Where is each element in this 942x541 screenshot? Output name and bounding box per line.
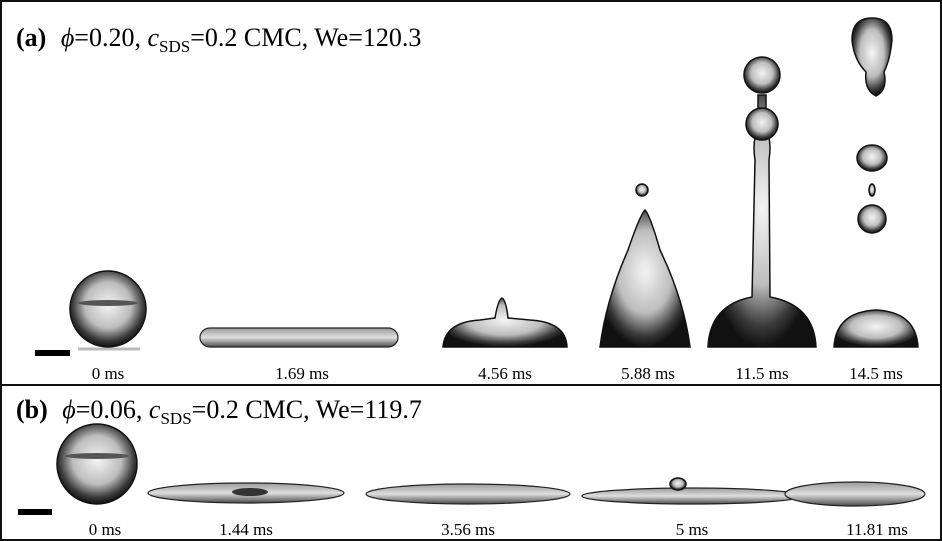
phi-value: =0.06, — [76, 395, 149, 424]
c-symbol: c — [147, 23, 159, 52]
time-label: 4.56 ms — [478, 364, 532, 383]
figure: (a) ϕ=0.20, cSDS=0.2 CMC, We=120.3 0 ms … — [0, 0, 942, 541]
params: =0.2 CMC, We=119.7 — [192, 395, 422, 424]
frame — [1, 1, 941, 540]
phi: ϕ — [61, 23, 74, 52]
params: =0.2 CMC, We=120.3 — [190, 23, 421, 52]
c-subscript: SDS — [159, 37, 190, 56]
phi-value: =0.20, — [74, 23, 147, 52]
panel-label: (a) — [16, 23, 46, 52]
time-label: 0 ms — [89, 520, 122, 539]
time-label: 1.69 ms — [275, 364, 329, 383]
c-subscript: SDS — [160, 409, 191, 428]
time-label: 11.81 ms — [846, 520, 908, 539]
time-label: 14.5 ms — [849, 364, 903, 383]
time-label: 11.5 ms — [735, 364, 788, 383]
panel-label: (b) — [16, 395, 48, 424]
time-label: 1.44 ms — [219, 520, 273, 539]
panel-title: (b) ϕ=0.06, cSDS=0.2 CMC, We=119.7 — [16, 395, 422, 428]
time-label: 3.56 ms — [441, 520, 495, 539]
time-label: 0 ms — [92, 364, 125, 383]
phi: ϕ — [62, 395, 75, 424]
time-label: 5.88 ms — [621, 364, 675, 383]
c-symbol: c — [149, 395, 161, 424]
time-label: 5 ms — [676, 520, 709, 539]
panel-title: (a) ϕ=0.20, cSDS=0.2 CMC, We=120.3 — [16, 23, 421, 56]
